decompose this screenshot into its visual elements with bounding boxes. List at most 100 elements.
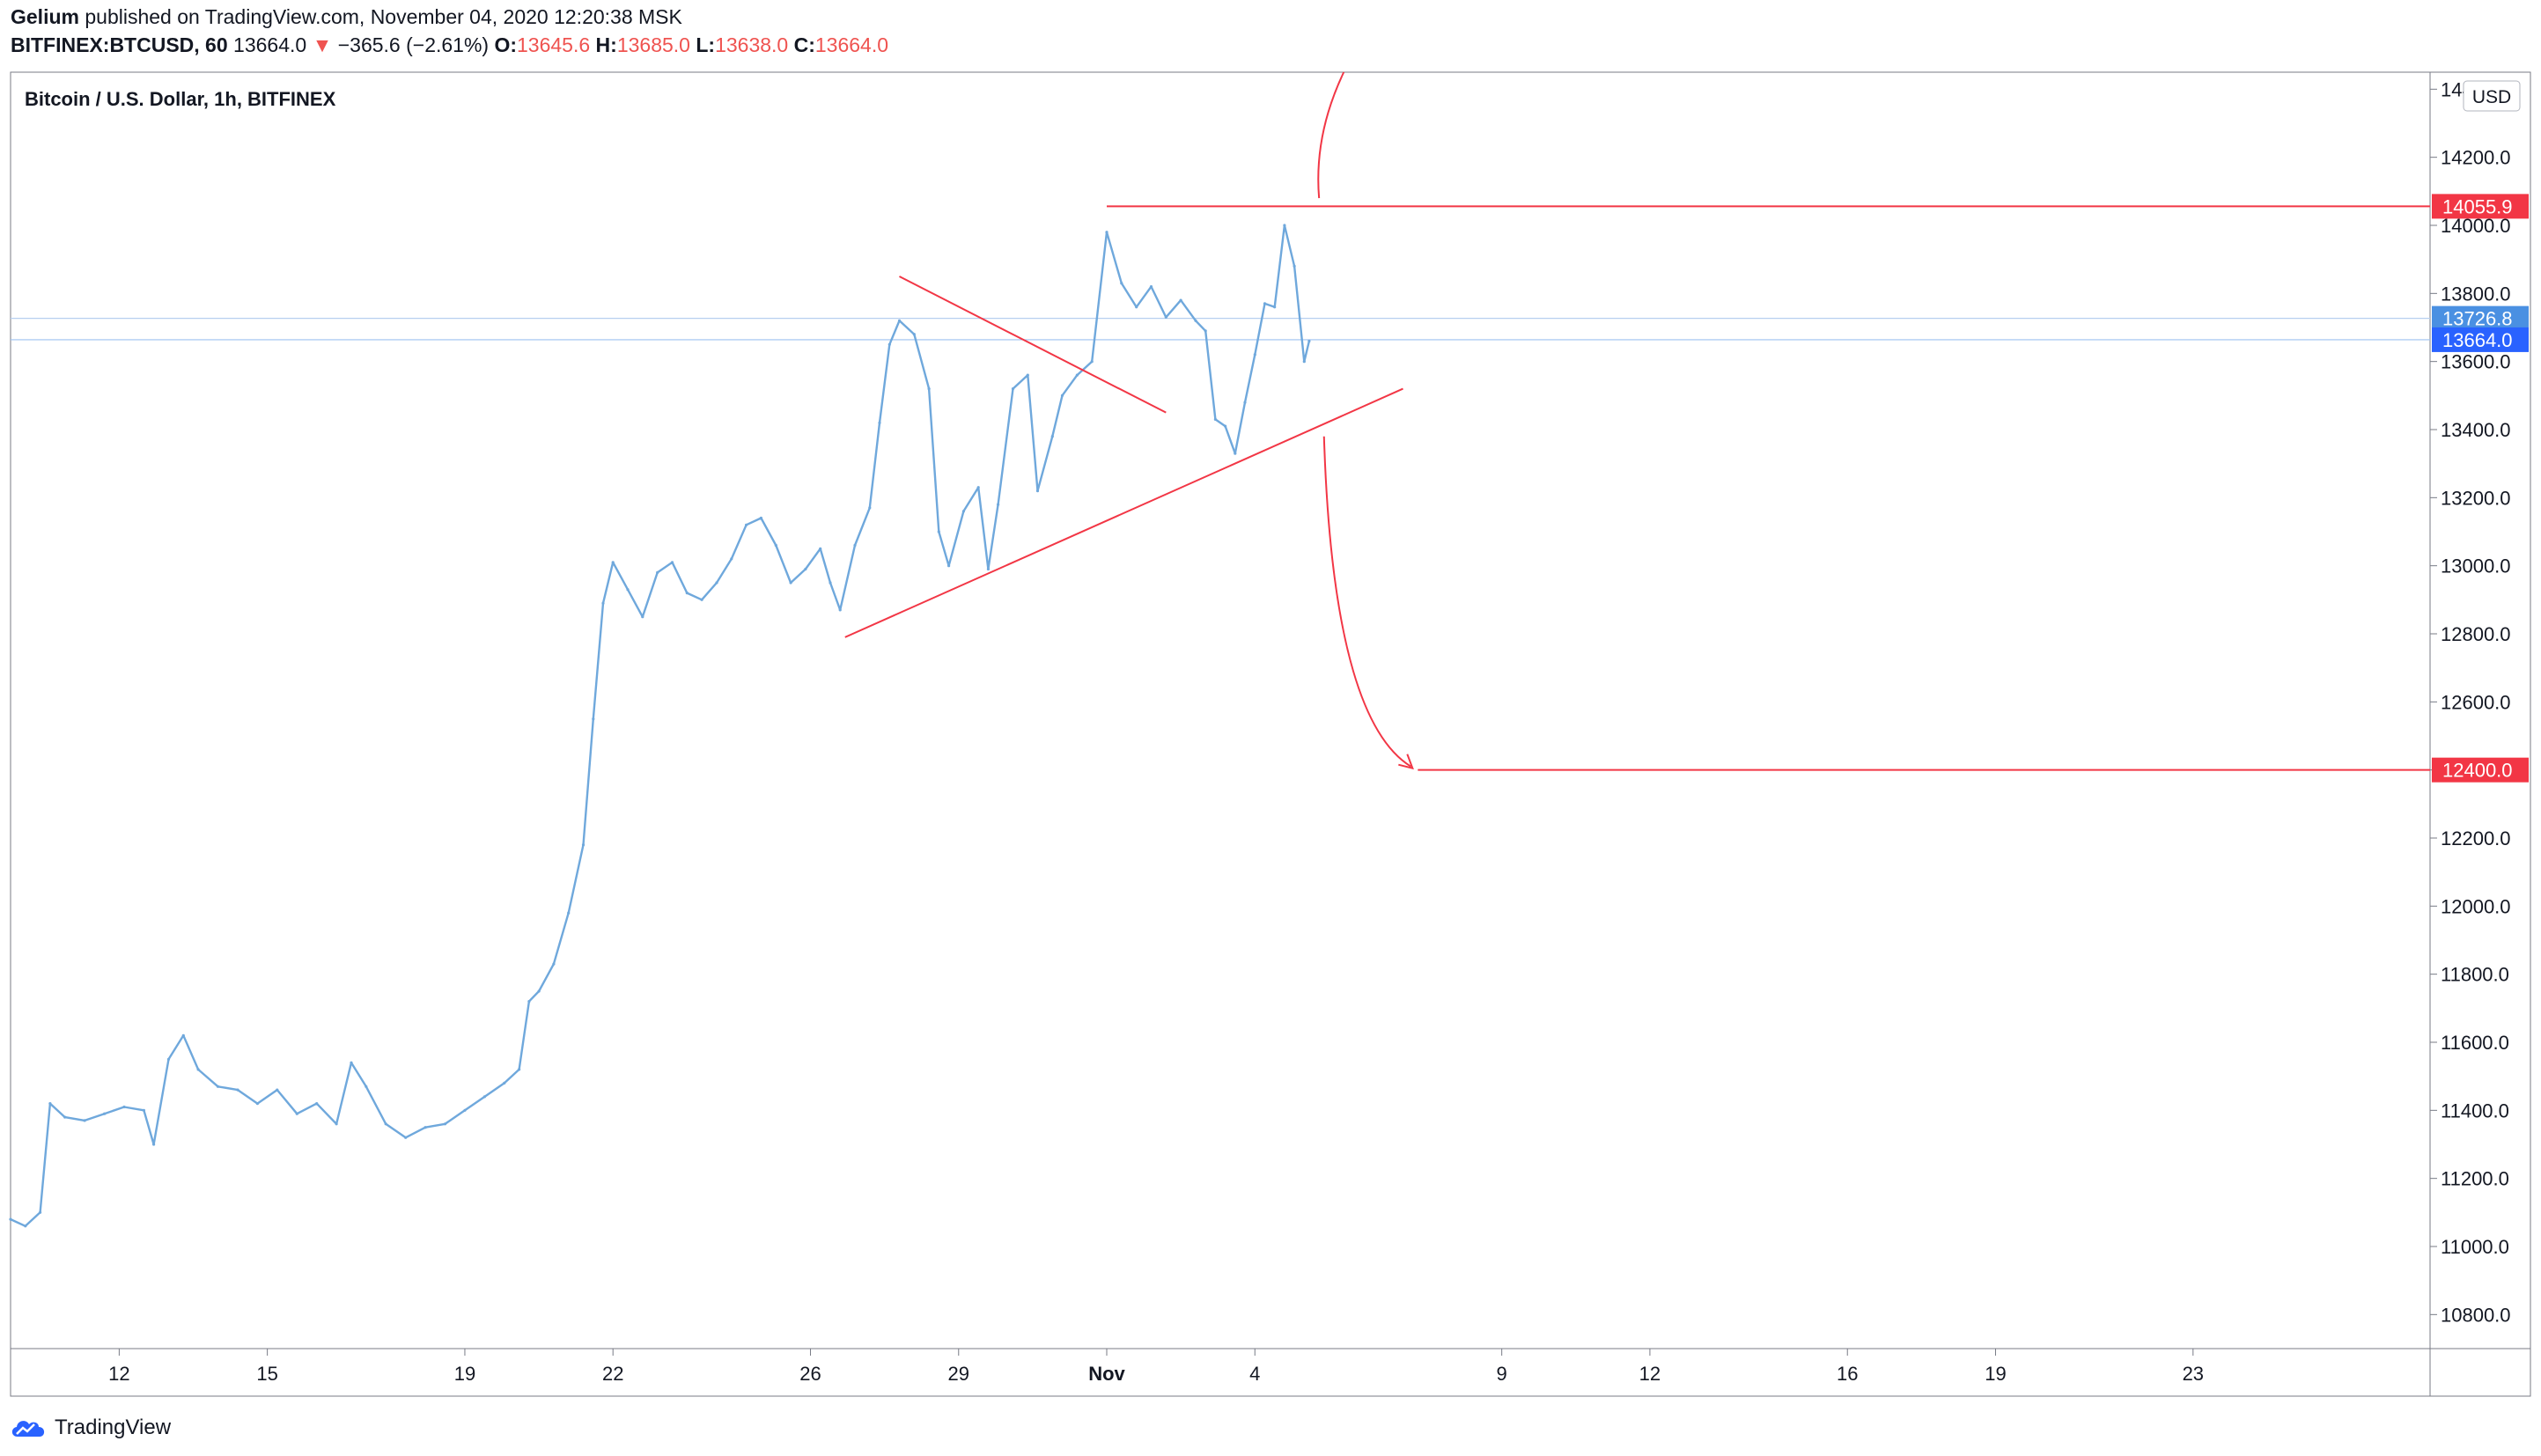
price-change: −365.6 (−2.61%): [337, 33, 490, 56]
y-tick-label: 11200.0: [2441, 1168, 2509, 1190]
price-point: [537, 989, 541, 993]
price-point: [868, 506, 872, 510]
y-tick-label: 13400.0: [2441, 419, 2511, 441]
arrow-head-icon: [1398, 754, 1414, 770]
footer: TradingView: [9, 1412, 171, 1444]
mark-price-label: 13726.8: [2442, 308, 2513, 330]
price-point: [888, 342, 891, 346]
x-tick-label: 22: [602, 1363, 623, 1385]
price-point: [9, 1217, 12, 1221]
x-tick-label: 9: [1497, 1363, 1507, 1385]
price-point: [567, 911, 571, 915]
x-tick-label: 12: [108, 1363, 129, 1385]
price-point: [181, 1033, 185, 1037]
price-point: [789, 581, 792, 585]
low-value: 13638.0: [715, 33, 789, 56]
price-point: [527, 1000, 531, 1004]
price-point: [1302, 360, 1306, 364]
price-point: [715, 581, 718, 585]
y-tick-label: 10800.0: [2441, 1304, 2511, 1326]
price-point: [997, 503, 1000, 506]
price-point: [1213, 417, 1217, 421]
x-tick-label: 29: [948, 1363, 969, 1385]
price-point: [236, 1088, 239, 1092]
x-tick-label: 15: [256, 1363, 277, 1385]
price-point: [1179, 298, 1182, 302]
price-point: [166, 1057, 171, 1061]
price-point: [1307, 339, 1311, 343]
price-point: [1105, 231, 1108, 234]
price-point: [482, 1095, 487, 1099]
price-point: [39, 1210, 42, 1214]
price-point: [829, 581, 832, 585]
price-point: [1135, 305, 1138, 309]
descending-trendline[interactable]: [899, 276, 1167, 414]
target-price-label: 12400.0: [2442, 760, 2513, 782]
price-point: [424, 1126, 427, 1129]
y-tick-label: 11000.0: [2441, 1236, 2509, 1258]
x-tick-label: Nov: [1088, 1363, 1125, 1385]
ascending-trendline[interactable]: [844, 387, 1403, 638]
resistance-price-label: 14055.9: [2442, 195, 2513, 217]
price-point: [1273, 305, 1277, 309]
price-series-line: [10, 224, 1311, 1228]
ohlc-line: BITFINEX:BTCUSD, 60 13664.0 ▼ −365.6 (−2…: [11, 33, 888, 57]
price-point: [601, 601, 605, 605]
price-point: [103, 1112, 107, 1115]
y-tick-label: 12000.0: [2441, 895, 2511, 917]
price-point: [315, 1102, 319, 1106]
price-point: [1194, 319, 1197, 322]
y-tick-label: 12800.0: [2441, 623, 2511, 645]
price-point: [592, 717, 595, 721]
price-point: [503, 1081, 506, 1085]
tradingview-cloud-icon[interactable]: [9, 1416, 49, 1440]
price-point: [670, 561, 674, 564]
price-point: [518, 1068, 521, 1071]
price-point: [1075, 373, 1079, 377]
target-price-label-box: [2432, 757, 2529, 783]
price-point: [255, 1102, 259, 1106]
price-point: [1035, 489, 1040, 493]
price-point: [142, 1108, 145, 1112]
price-point: [656, 570, 659, 575]
price-point: [961, 510, 965, 513]
price-point: [986, 567, 990, 571]
price-point: [685, 592, 689, 595]
close-value: 13664.0: [814, 33, 889, 56]
price-point: [927, 387, 931, 391]
price-point: [1293, 264, 1296, 268]
price-point: [641, 615, 644, 619]
price-point: [24, 1224, 27, 1228]
price-point: [626, 588, 630, 592]
mark-price-label-box: [2432, 305, 2529, 331]
y-tick-label: 13600.0: [2441, 351, 2511, 373]
curve-up-arrow[interactable]: [1317, 71, 1345, 199]
author-name[interactable]: Gelium: [11, 5, 79, 28]
price-point: [216, 1085, 220, 1088]
x-tick-label: 19: [454, 1363, 475, 1385]
y-tick-label: 11800.0: [2441, 964, 2509, 986]
high-value: 13685.0: [616, 33, 690, 56]
chart-title: Bitcoin / U.S. Dollar, 1h, BITFINEX: [25, 88, 336, 110]
y-tick-label: 12200.0: [2441, 827, 2511, 849]
price-point: [1234, 452, 1237, 455]
brand-name[interactable]: TradingView: [55, 1416, 172, 1439]
price-point: [804, 567, 807, 571]
y-tick-label: 13000.0: [2441, 555, 2511, 577]
currency-box[interactable]: [2463, 80, 2521, 112]
y-tick-label: 14200.0: [2441, 147, 2511, 169]
curve-down-arrow[interactable]: [1322, 436, 1411, 768]
symbol-label: BITFINEX:BTCUSD, 60: [11, 33, 228, 56]
y-tick-label: 11600.0: [2441, 1032, 2509, 1054]
price-point: [912, 333, 916, 336]
price-point: [819, 547, 822, 550]
price-point: [552, 962, 556, 966]
price-point: [1026, 373, 1029, 377]
chart-frame: [10, 71, 2531, 1397]
price-point: [1204, 329, 1207, 333]
price-point: [443, 1122, 447, 1126]
price-point: [63, 1115, 67, 1119]
price-point: [83, 1119, 86, 1122]
x-tick-label: 16: [1837, 1363, 1858, 1385]
